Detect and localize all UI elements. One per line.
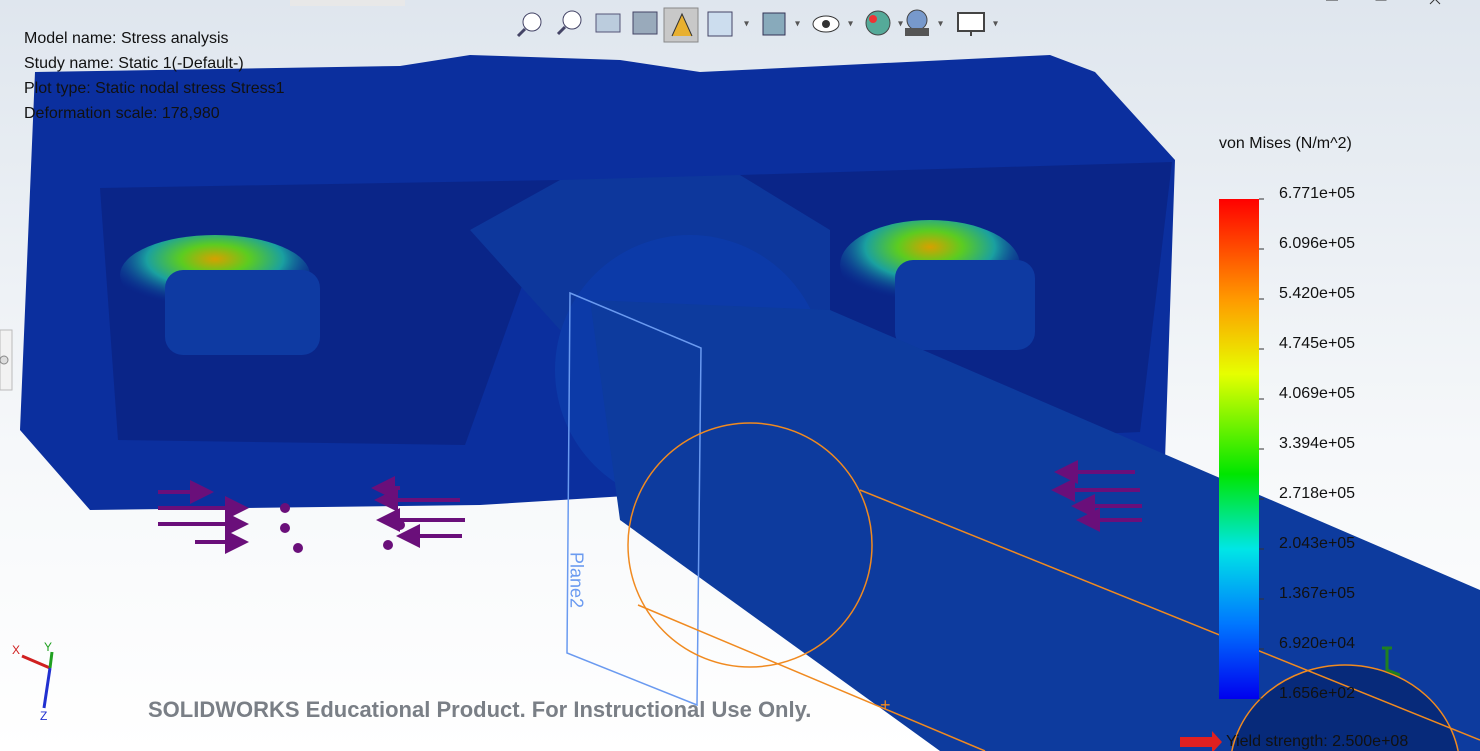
edit-appearance[interactable]: ▾ <box>865 10 903 36</box>
triad-x: X <box>12 643 20 657</box>
section-view[interactable] <box>632 11 658 35</box>
heads-up-toolbar: ▾ ▾ ▾ ▾ ▾ ▾ <box>290 0 998 43</box>
close[interactable] <box>1429 0 1441 5</box>
previous-view[interactable] <box>595 13 621 33</box>
info-text: Model name: Stress analysis Study name: … <box>24 30 285 122</box>
legend-title: von Mises (N/m^2) <box>1219 135 1352 152</box>
zoom-area[interactable] <box>556 10 582 36</box>
plot-type: Plot type: Static nodal stress Stress1 <box>24 80 285 97</box>
dynamic-annotation[interactable] <box>663 7 699 43</box>
triad-z: Z <box>40 709 47 723</box>
toolbar-strip <box>290 0 405 6</box>
deformation-scale: Deformation scale: 178,980 <box>24 105 220 122</box>
origin-marker: + <box>880 695 891 715</box>
svg-text:▾: ▾ <box>848 19 853 30</box>
yield-strength: Yield strength: 2.500e+08 <box>1226 733 1408 750</box>
legend-label: 2.718e+05 <box>1279 485 1355 502</box>
svg-text:▾: ▾ <box>938 19 943 30</box>
fixtures <box>158 460 1142 554</box>
model <box>20 55 1480 751</box>
legend-label: 4.745e+05 <box>1279 335 1355 352</box>
legend-label: 6.771e+05 <box>1279 185 1355 202</box>
legend-label: 1.367e+05 <box>1279 585 1355 602</box>
zoom-to-fit[interactable] <box>516 12 542 38</box>
svg-text:▾: ▾ <box>898 19 903 30</box>
triad-y: Y <box>44 640 52 654</box>
legend-label: 6.920e+04 <box>1279 635 1355 652</box>
color-bar <box>1219 199 1259 699</box>
yield-arrow <box>1180 731 1222 751</box>
side-tab[interactable] <box>0 329 13 391</box>
apply-scene[interactable]: ▾ <box>905 9 943 36</box>
sketch: Plane2 <box>566 291 1480 751</box>
legend-label: 4.069e+05 <box>1279 385 1355 402</box>
legend: von Mises (N/m^2) Yield strength: 2.500e… <box>1180 135 1408 751</box>
view-orientation[interactable]: ▾ <box>707 11 749 37</box>
legend-label: 5.420e+05 <box>1279 285 1355 302</box>
legend-label: 3.394e+05 <box>1279 435 1355 452</box>
plane-label: Plane2 <box>566 552 586 608</box>
watermark: SOLIDWORKS Educational Product. For Inst… <box>148 697 811 722</box>
legend-label: 2.043e+05 <box>1279 535 1355 552</box>
hide-show-items[interactable]: ▾ <box>812 15 853 33</box>
svg-text:▾: ▾ <box>744 19 749 30</box>
study-name: Study name: Static 1(-Default-) <box>24 55 244 72</box>
svg-text:▾: ▾ <box>993 19 998 30</box>
model-name: Model name: Stress analysis <box>24 30 229 47</box>
display-style[interactable]: ▾ <box>762 12 800 36</box>
triad: X Y Z <box>12 640 1401 723</box>
svg-text:▾: ▾ <box>795 19 800 30</box>
fixture-pins <box>280 503 405 553</box>
legend-label: 6.096e+05 <box>1279 235 1355 252</box>
view-settings[interactable]: ▾ <box>957 12 998 36</box>
legend-label: 1.656e+02 <box>1279 685 1355 702</box>
window-controls <box>1326 0 1441 5</box>
